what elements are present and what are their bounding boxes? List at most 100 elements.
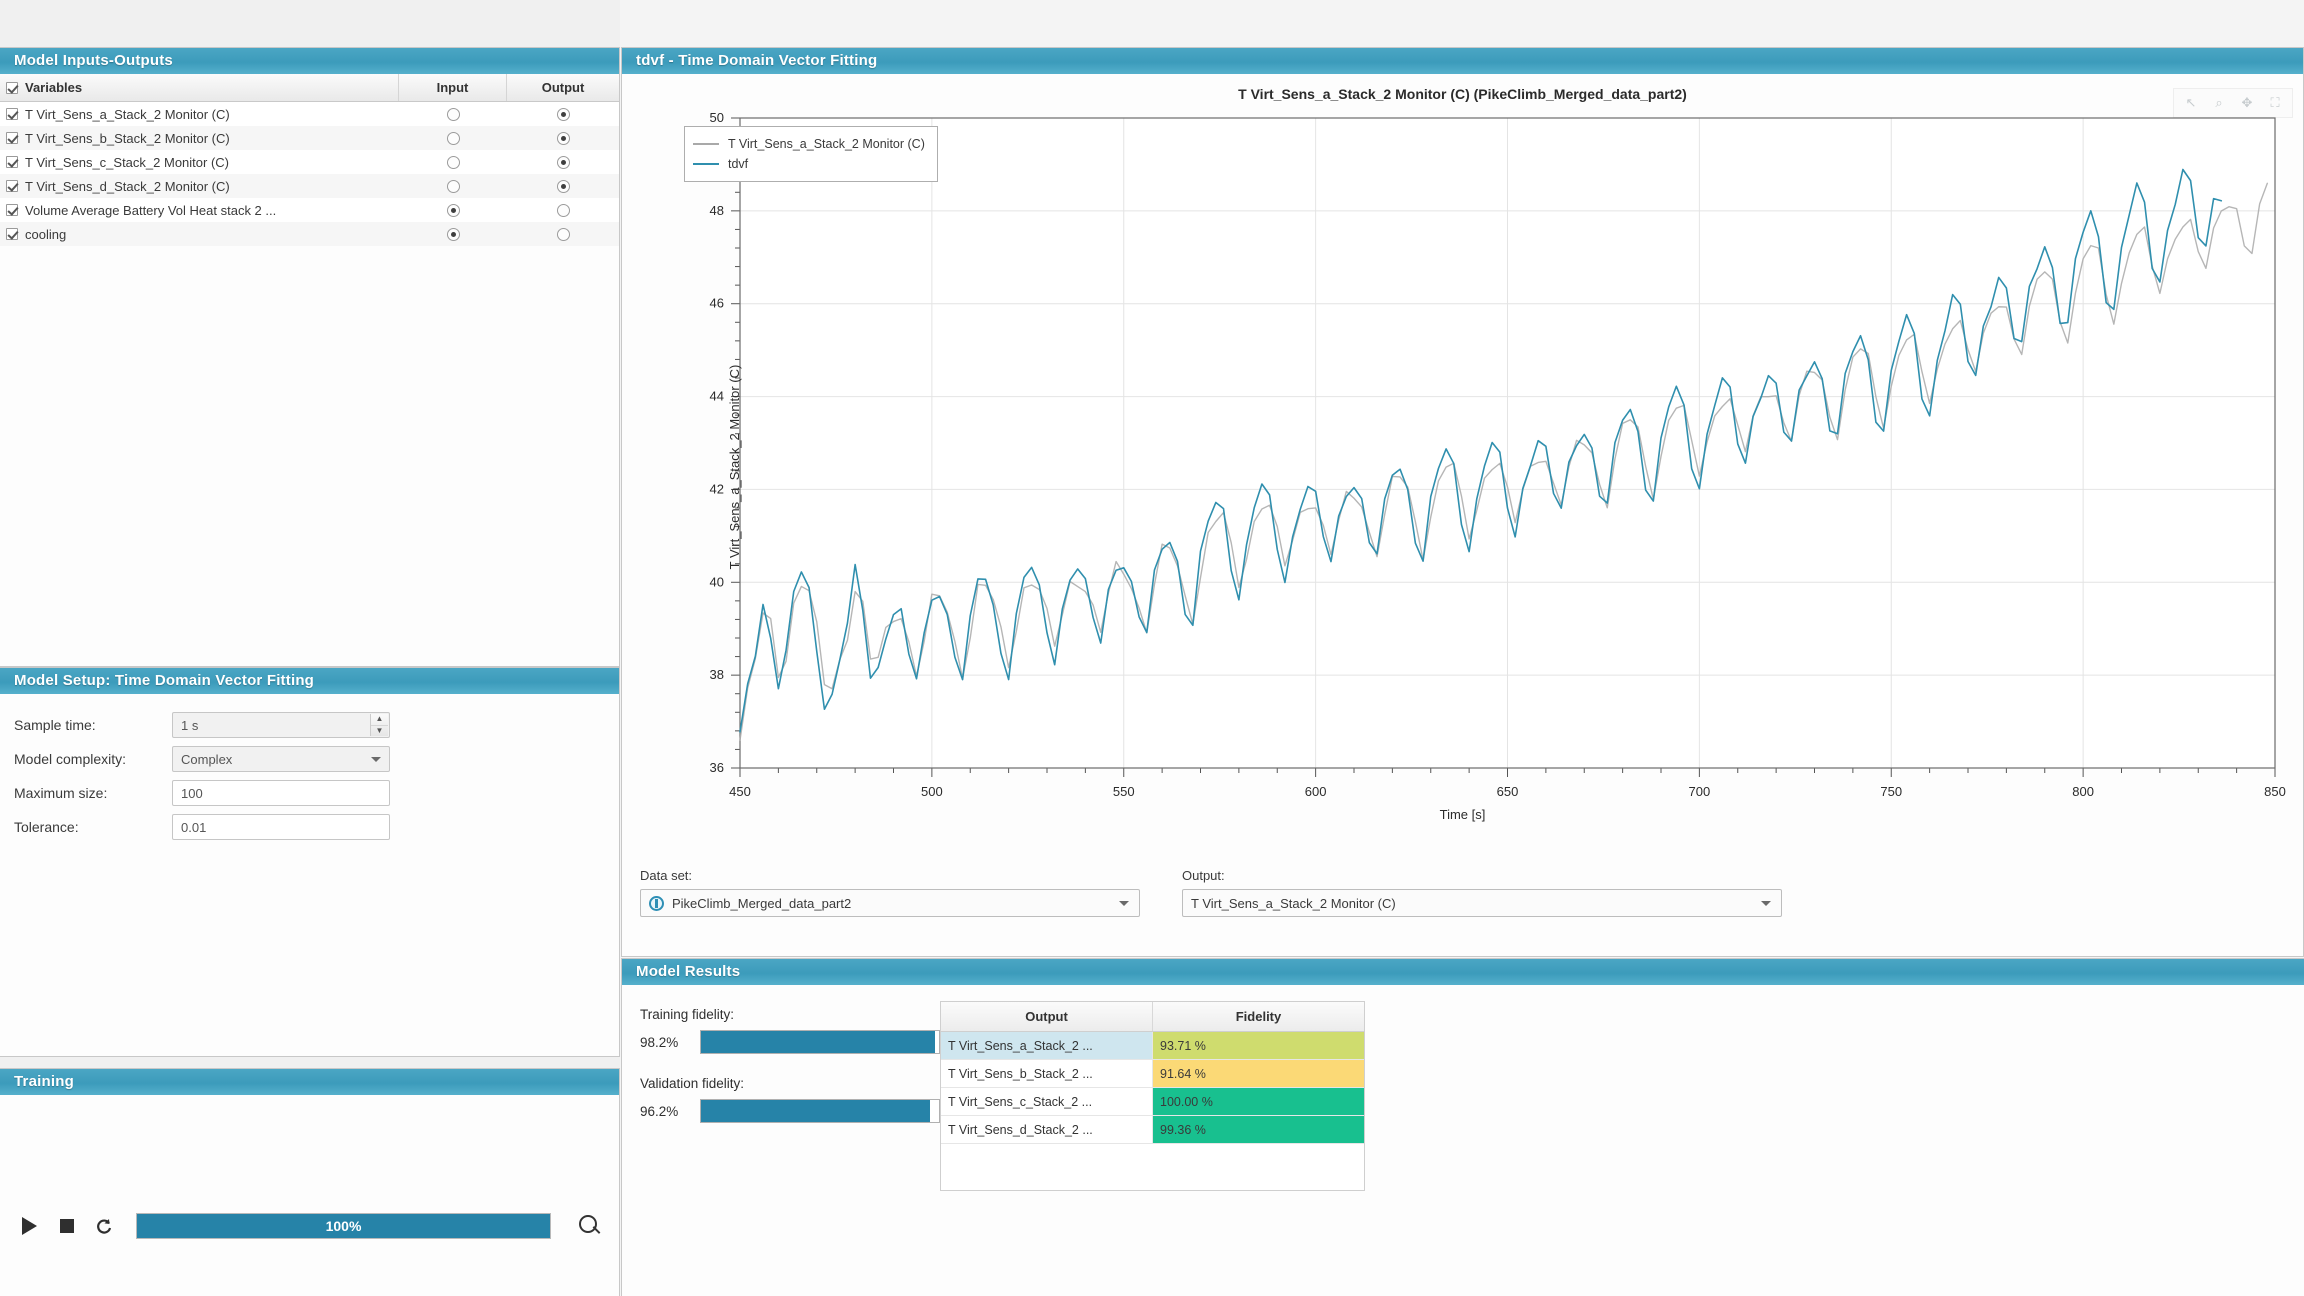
setup-field-input[interactable]: Complex <box>172 746 390 772</box>
svg-text:46: 46 <box>710 296 724 311</box>
stepper-down-icon[interactable]: ▼ <box>375 725 384 735</box>
reset-icon <box>97 1219 112 1234</box>
svg-text:44: 44 <box>710 389 724 404</box>
variable-checkbox[interactable] <box>6 108 18 120</box>
stop-button[interactable] <box>56 1215 78 1237</box>
chart-title: T Virt_Sens_a_Stack_2 Monitor (C) (PikeC… <box>1238 86 1687 102</box>
validation-fidelity-fill <box>701 1100 930 1122</box>
svg-text:36: 36 <box>710 760 724 775</box>
reset-button[interactable] <box>94 1215 116 1237</box>
output-radio[interactable] <box>556 179 570 193</box>
output-radio[interactable] <box>556 203 570 217</box>
table-row[interactable]: T Virt_Sens_b_Stack_2 ... 91.64 % <box>941 1060 1364 1088</box>
plot-panel-title: tdvf - Time Domain Vector Fitting <box>622 48 2303 74</box>
input-radio[interactable] <box>446 179 460 193</box>
results-panel-title: Model Results <box>622 959 2304 985</box>
zoom-icon[interactable]: ⌕ <box>2215 95 2223 110</box>
svg-text:850: 850 <box>2264 784 2286 799</box>
io-header-input: Input <box>399 74 507 101</box>
table-row[interactable]: Volume Average Battery Vol Heat stack 2 … <box>0 198 619 222</box>
variable-checkbox[interactable] <box>6 204 18 216</box>
validation-fidelity-value: 96.2% <box>640 1103 679 1119</box>
input-radio[interactable] <box>446 107 460 121</box>
table-row[interactable]: T Virt_Sens_d_Stack_2 ... 99.36 % <box>941 1116 1364 1144</box>
table-row[interactable]: T Virt_Sens_c_Stack_2 Monitor (C) <box>0 150 619 174</box>
table-row[interactable]: T Virt_Sens_a_Stack_2 Monitor (C) <box>0 102 619 126</box>
pan-icon[interactable]: ✥ <box>2241 95 2253 110</box>
variable-checkbox[interactable] <box>6 156 18 168</box>
chart-area[interactable]: T Virt_Sens_a_Stack_2 Monitor (C) Time [… <box>622 108 2303 826</box>
input-cell <box>399 126 507 150</box>
variable-label: T Virt_Sens_c_Stack_2 Monitor (C) <box>25 154 229 170</box>
input-cell <box>399 222 507 246</box>
output-selector-group: Output: T Virt_Sens_a_Stack_2 Monitor (C… <box>1182 868 1782 917</box>
variable-checkbox[interactable] <box>6 132 18 144</box>
table-row[interactable]: T Virt_Sens_c_Stack_2 ... 100.00 % <box>941 1088 1364 1116</box>
svg-text:42: 42 <box>710 481 724 496</box>
input-radio[interactable] <box>446 131 460 145</box>
input-cell <box>399 198 507 222</box>
setup-field-value: 0.01 <box>181 819 207 835</box>
input-radio[interactable] <box>446 227 460 241</box>
output-radio[interactable] <box>556 155 570 169</box>
table-row[interactable]: T Virt_Sens_d_Stack_2 Monitor (C) <box>0 174 619 198</box>
output-label: Output: <box>1182 868 1225 883</box>
legend-label-tdvf: tdvf <box>728 157 749 171</box>
table-row[interactable]: T Virt_Sens_b_Stack_2 Monitor (C) <box>0 126 619 150</box>
dataset-selector-group: Data set: PikeClimb_Merged_data_part2 <box>640 868 1140 917</box>
pointer-icon[interactable]: ↖ <box>2185 95 2197 110</box>
results-table-rows: T Virt_Sens_a_Stack_2 ... 93.71 % T Virt_S… <box>941 1032 1364 1144</box>
select-all-checkbox[interactable] <box>6 81 18 94</box>
variable-checkbox[interactable] <box>6 180 18 192</box>
training-progress-bar: 100% <box>136 1213 551 1239</box>
setup-field-row: Tolerance: 0.01 <box>0 810 619 844</box>
output-cell <box>507 198 619 222</box>
table-row[interactable]: T Virt_Sens_a_Stack_2 ... 93.71 % <box>941 1032 1364 1060</box>
training-fidelity-fill <box>701 1031 935 1053</box>
stepper-buttons[interactable]: ▲ ▼ <box>370 714 388 736</box>
output-radio[interactable] <box>556 131 570 145</box>
svg-text:500: 500 <box>921 784 943 799</box>
setup-field-value: 1 s <box>181 717 199 733</box>
legend-swatch-measured <box>693 143 719 145</box>
plot-panel-body: T Virt_Sens_a_Stack_2 Monitor (C) (PikeC… <box>622 74 2303 956</box>
output-radio[interactable] <box>556 107 570 121</box>
dataset-value: PikeClimb_Merged_data_part2 <box>672 895 852 911</box>
input-radio[interactable] <box>446 203 460 217</box>
stepper-up-icon[interactable]: ▲ <box>371 714 388 726</box>
results-table: Output Fidelity T Virt_Sens_a_Stack_2 ..… <box>940 1001 1365 1191</box>
fit-icon[interactable]: ⛶ <box>2270 95 2280 110</box>
play-button[interactable] <box>18 1215 40 1237</box>
setup-field-value: Complex <box>181 751 233 767</box>
y-axis-label: T Virt_Sens_a_Stack_2 Monitor (C) <box>726 364 742 570</box>
input-cell <box>399 150 507 174</box>
output-select[interactable]: T Virt_Sens_a_Stack_2 Monitor (C) <box>1182 889 1782 917</box>
chart-svg: 36 38 40 42 44 46 48 50 450 500 550 600 650 700 750 800… <box>710 110 2286 799</box>
training-fidelity-row: 98.2% <box>640 1030 940 1054</box>
result-fidelity-cell: 100.00 % <box>1153 1088 1364 1115</box>
results-panel-body: Training fidelity: 98.2% Validation fide… <box>622 985 2304 1296</box>
svg-text:38: 38 <box>710 667 724 682</box>
results-header-output: Output <box>941 1002 1153 1031</box>
output-cell <box>507 174 619 198</box>
output-radio[interactable] <box>556 227 570 241</box>
io-table-header: Variables Input Output <box>0 74 619 102</box>
io-header-variables-label: Variables <box>25 80 83 95</box>
setup-field-input[interactable]: 0.01 <box>172 814 390 840</box>
search-icon[interactable] <box>577 1213 603 1239</box>
setup-field-label: Sample time: <box>14 717 96 733</box>
variable-checkbox[interactable] <box>6 228 18 240</box>
fidelity-block: Training fidelity: 98.2% Validation fide… <box>640 1007 940 1145</box>
dataset-label: Data set: <box>640 868 693 883</box>
dataset-select[interactable]: PikeClimb_Merged_data_part2 <box>640 889 1140 917</box>
setup-form: Sample time: 1 s ▲ ▼ Model complexity: Comple… <box>0 694 619 844</box>
results-table-header: Output Fidelity <box>941 1002 1364 1032</box>
x-axis-label: Time [s] <box>1439 807 1486 822</box>
setup-field-input[interactable]: 1 s ▲ ▼ <box>172 712 390 738</box>
io-panel-body: Variables Input Output T Virt_Sens_a_Sta… <box>0 74 619 666</box>
table-row[interactable]: cooling <box>0 222 619 246</box>
output-cell <box>507 102 619 126</box>
input-radio[interactable] <box>446 155 460 169</box>
setup-field-label: Maximum size: <box>14 785 108 801</box>
setup-field-input[interactable]: 100 <box>172 780 390 806</box>
